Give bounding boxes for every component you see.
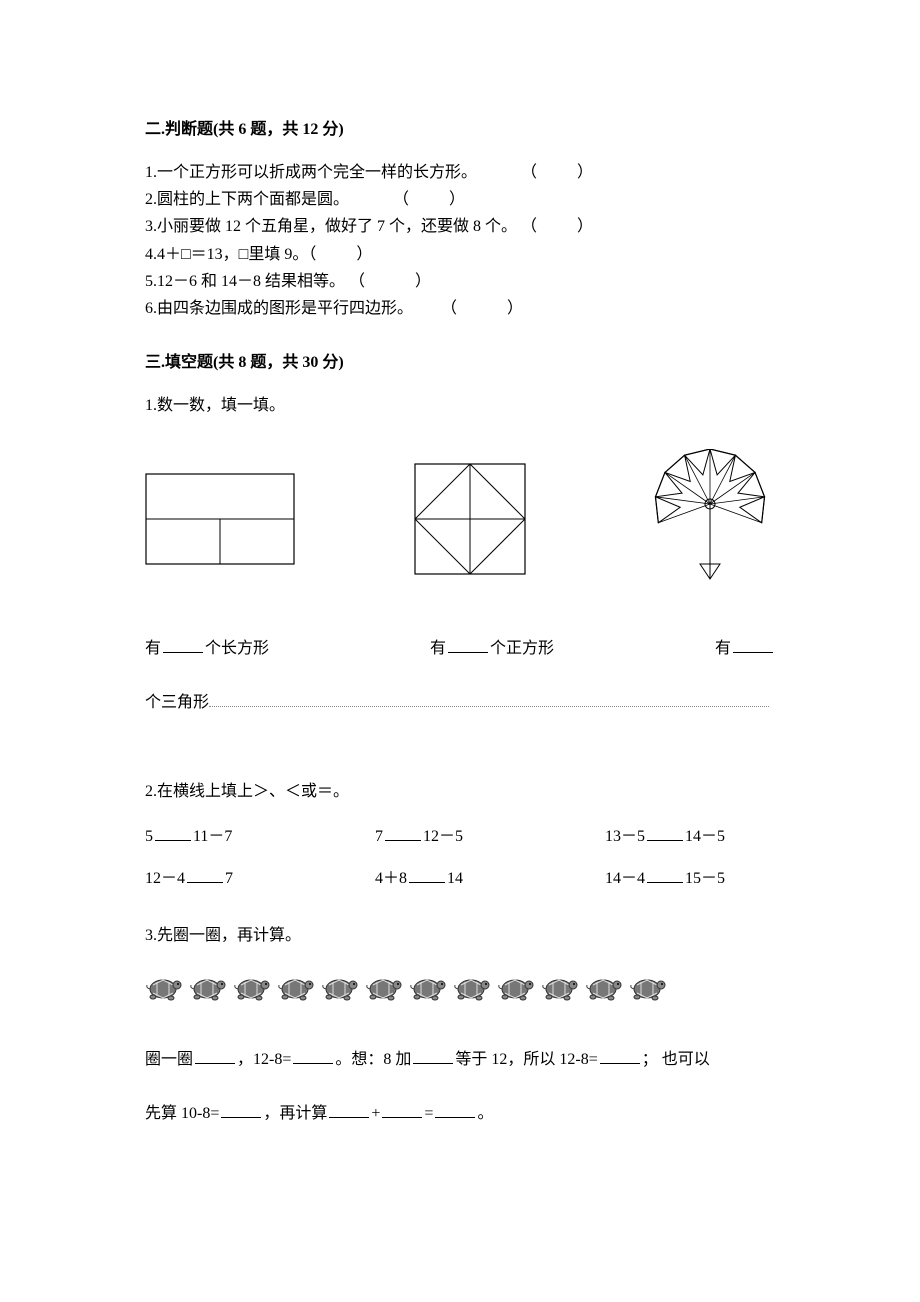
turtle-icon (585, 971, 625, 1003)
s2-q4-text: 4.4＋□＝13，□里填 9。 (145, 246, 308, 263)
s2-q3: 3.小丽要做 12 个五角星，做好了 7 个，还要做 8 个。 （） (145, 213, 775, 240)
q1-l3-pre: 有 (715, 640, 731, 657)
q3-l2-d: = (424, 1105, 433, 1122)
q1-l2-post: 个正方形 (490, 640, 554, 657)
q2-r2c2-l: 4＋8 (375, 870, 407, 887)
q1-l2-pre: 有 (430, 640, 446, 657)
q2-r1c1-r: 11－7 (193, 828, 232, 845)
q1-l1-post: 个长方形 (205, 640, 269, 657)
turtle-icon (189, 971, 229, 1003)
q2-row-1: 5 11－7 7 12－5 13－5 14－5 (145, 822, 775, 846)
turtle-icon (321, 971, 361, 1003)
turtle-icon (277, 971, 317, 1003)
s2-q5-text: 5.12－6 和 14－8 结果相等。 (145, 273, 345, 290)
q3-l2-a: 先算 10-8= (145, 1105, 219, 1122)
s2-q2-text: 2.圆柱的上下两个面都是圆。 (145, 191, 349, 208)
q1-cont-text: 个三角形 (145, 694, 209, 711)
q2-row-2: 12－4 7 4＋8 14 14－4 15－5 (145, 864, 775, 888)
q2-r1c3-r: 14－5 (685, 828, 725, 845)
q2-r1-c1: 5 11－7 (145, 822, 315, 846)
s2-q3-text: 3.小丽要做 12 个五角星，做好了 7 个，还要做 8 个。 (145, 218, 517, 235)
q1-l1-pre: 有 (145, 640, 161, 657)
q2-r2c1-l: 12－4 (145, 870, 185, 887)
q2-r2c3-r: 15－5 (685, 870, 725, 887)
q3-turtles (145, 971, 775, 1003)
q2-r1-c3: 13－5 14－5 (605, 822, 775, 846)
section-3-title: 三.填空题(共 8 题，共 30 分) (145, 348, 775, 372)
s2-q1: 1.一个正方形可以折成两个完全一样的长方形。 （） (145, 159, 775, 186)
s3-q1-stem: 1.数一数，填一填。 (145, 392, 775, 419)
q2-r2c1-r: 7 (225, 870, 233, 887)
q1-label-3: 有 (715, 634, 775, 658)
turtle-icon (233, 971, 273, 1003)
q1-label-2: 有 个正方形 (430, 634, 554, 658)
q2-r2-c1: 12－4 7 (145, 864, 315, 888)
q3-l1-a: 圈一圈 (145, 1051, 193, 1068)
q3-line-2: 先算 10-8= ，再计算 + = 。 (145, 1095, 775, 1133)
turtle-icon (629, 971, 669, 1003)
q3-l2-c: + (371, 1105, 380, 1122)
q1-labels: 有 个长方形 有 个正方形 有 (145, 634, 775, 658)
q2-r1c2-l: 7 (375, 828, 383, 845)
s2-q6: 6.由四条边围成的图形是平行四边形。 （） (145, 295, 775, 322)
worksheet-page: 二.判断题(共 6 题，共 12 分) 1.一个正方形可以折成两个完全一样的长方… (0, 0, 920, 1193)
q2-r1c2-r: 12－5 (423, 828, 463, 845)
s2-q5: 5.12－6 和 14－8 结果相等。 （） (145, 268, 775, 295)
q1-figures (145, 449, 775, 594)
s3-q2-stem: 2.在横线上填上＞、＜或＝。 (145, 778, 775, 805)
q1-fig-square (414, 463, 526, 580)
q3-l2-b: ，再计算 (263, 1105, 327, 1122)
turtle-icon (365, 971, 405, 1003)
q2-r2c2-r: 14 (447, 870, 463, 887)
q3-l1-d: 等于 12，所以 12-8= (455, 1051, 597, 1068)
q1-label-1: 有 个长方形 (145, 634, 269, 658)
q2-r2c3-l: 14－4 (605, 870, 645, 887)
q3-l1-c: 。想：8 加 (335, 1051, 411, 1068)
s2-q6-text: 6.由四条边围成的图形是平行四边形。 (145, 300, 413, 317)
turtle-icon (145, 971, 185, 1003)
q2-r1-c2: 7 12－5 (375, 822, 545, 846)
q2-r1c1-l: 5 (145, 828, 153, 845)
turtle-icon (409, 971, 449, 1003)
q1-continuation: 个三角形 (145, 688, 775, 712)
s3-q3-stem: 3.先圈一圈，再计算。 (145, 922, 775, 949)
turtle-icon (497, 971, 537, 1003)
section-2-title: 二.判断题(共 6 题，共 12 分) (145, 115, 775, 139)
q3-l1-b: ，12-8= (237, 1051, 291, 1068)
q1-fig-rectangles (145, 473, 295, 570)
q2-r2-c3: 14－4 15－5 (605, 864, 775, 888)
q2-r2-c2: 4＋8 14 (375, 864, 545, 888)
q1-fig-fan (645, 449, 775, 594)
s2-q2: 2.圆柱的上下两个面都是圆。 （） (145, 186, 775, 213)
q2-r1c3-l: 13－5 (605, 828, 645, 845)
q3-l2-e: 。 (477, 1105, 493, 1122)
s2-q4: 4.4＋□＝13，□里填 9。（） (145, 241, 775, 268)
s2-q1-text: 1.一个正方形可以折成两个完全一样的长方形。 (145, 164, 477, 181)
turtle-icon (541, 971, 581, 1003)
turtle-icon (453, 971, 493, 1003)
q3-line-1: 圈一圈 ，12-8= 。想：8 加 等于 12，所以 12-8= ； 也可以 (145, 1041, 775, 1079)
q3-l1-e: ； 也可以 (642, 1051, 710, 1068)
